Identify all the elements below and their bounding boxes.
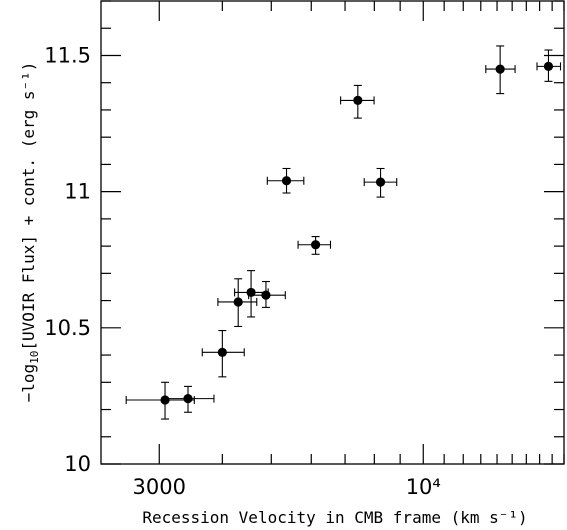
- data-point: [201, 329, 245, 378]
- point-marker: [310, 240, 321, 250]
- data-point: [340, 84, 375, 119]
- y-tick-label: 11.5: [44, 43, 91, 67]
- data-point: [217, 278, 258, 328]
- data-point: [536, 49, 562, 82]
- point-marker: [543, 61, 554, 71]
- point-marker: [261, 290, 271, 300]
- y-axis-label-prefix: −log: [19, 364, 38, 403]
- data-point: [297, 236, 332, 255]
- point-marker: [495, 64, 505, 74]
- point-marker: [375, 177, 386, 187]
- point-marker: [233, 297, 243, 307]
- y-tick-label: 11: [64, 180, 91, 204]
- point-marker: [217, 347, 227, 357]
- axis-ticks: [101, 0, 565, 465]
- tick-labels: 10 10.5 11 11.5 3000 10⁴: [44, 43, 441, 499]
- point-marker: [183, 394, 193, 404]
- x-tick-label: 10⁴: [406, 475, 441, 499]
- point-marker: [353, 95, 363, 106]
- data-point: [248, 280, 286, 308]
- data-point: [125, 381, 195, 420]
- data-point: [485, 45, 516, 95]
- x-tick-label: 3000: [133, 475, 186, 499]
- data-point: [363, 167, 398, 198]
- point-marker: [281, 176, 292, 186]
- y-tick-label: 10.5: [44, 316, 91, 340]
- data-point: [164, 385, 215, 413]
- plot-frame: [100, 0, 565, 465]
- y-axis-label-rest: [UVOIR Flux] + cont. (erg s⁻¹): [19, 62, 38, 351]
- x-axis-label: Recession Velocity in CMB frame (km s⁻¹): [142, 508, 527, 527]
- y-axis-label: −log10[UVOIR Flux] + cont. (erg s⁻¹): [19, 62, 41, 403]
- data-points: [125, 45, 562, 420]
- y-tick-label: 10: [64, 452, 91, 476]
- data-point: [266, 167, 305, 194]
- y-axis-label-subscript: 10: [28, 351, 41, 364]
